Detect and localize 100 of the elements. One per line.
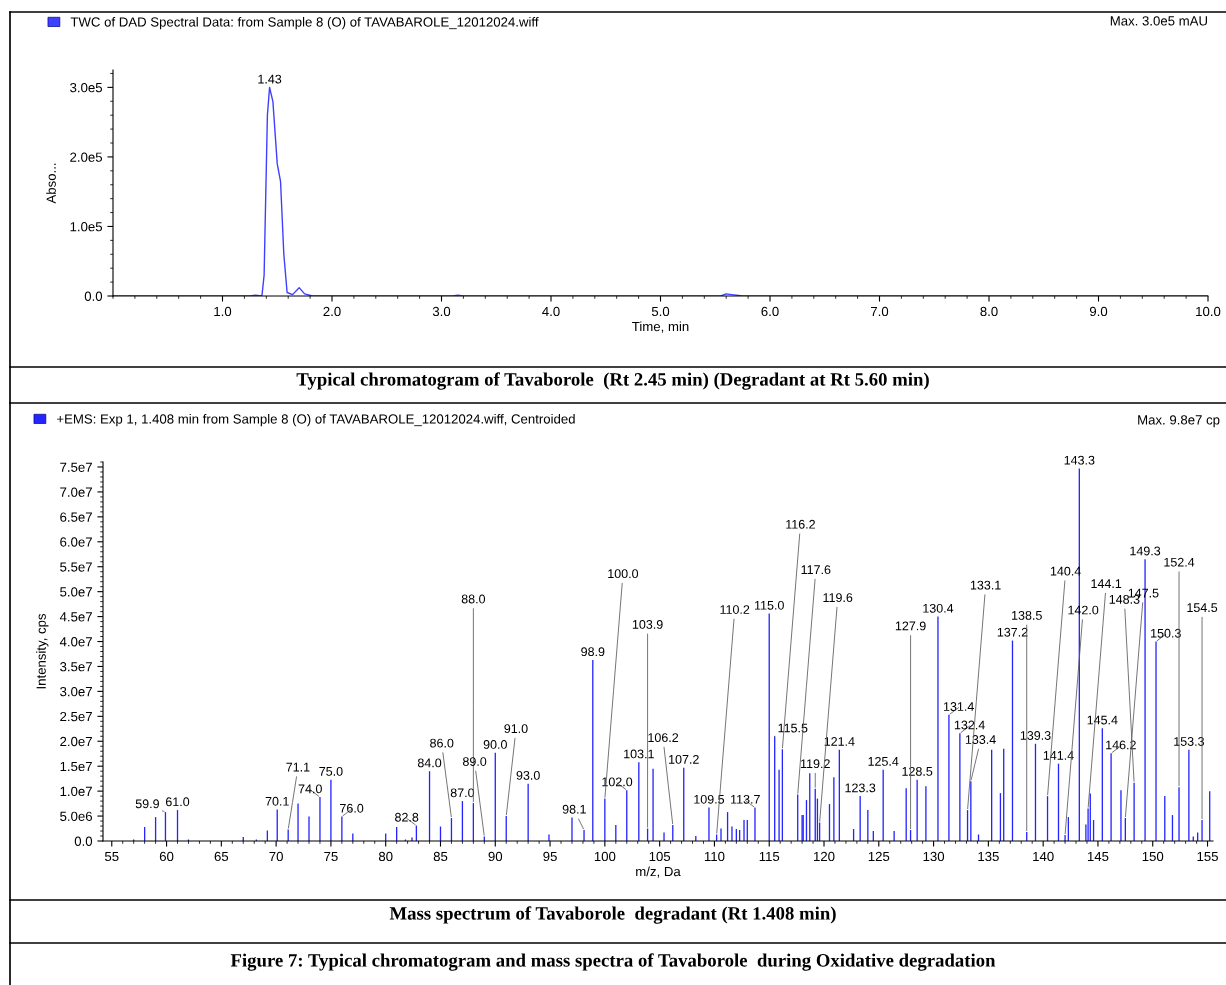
annotation: 145.4 (1087, 715, 1118, 725)
annotation: 76.0 (340, 803, 364, 813)
x-tick-label: 130 (923, 851, 945, 862)
annotation: 103.9 (632, 619, 663, 629)
x-tick-label: 135 (978, 851, 999, 862)
x-tick-label: 155 (1197, 851, 1218, 862)
annotation: 137.2 (997, 627, 1028, 637)
annotation: 128.5 (902, 766, 933, 776)
x-tick-label: 100 (594, 851, 616, 862)
annotation: 154.5 (1187, 603, 1218, 613)
annotation: 125.4 (868, 756, 899, 766)
annotation: 89.0 (462, 757, 487, 766)
y-tick-label: 4.0e7 (59, 637, 92, 647)
y-axis-title: Abso... (46, 163, 56, 204)
x-tick-label: 85 (433, 851, 448, 862)
x-tick-label: 95 (543, 851, 557, 862)
x-axis-title: Time, min (632, 321, 689, 333)
x-tick-label: 150 (1142, 851, 1164, 862)
annotation: 149.3 (1130, 546, 1161, 556)
annotation: 146.2 (1106, 740, 1136, 750)
text: Mass spectrum of Tavaborole degradant (Rt 1.408 min) (389, 906, 836, 924)
y-tick-label: 2.0e7 (60, 736, 92, 747)
x-tick-label: 90 (488, 851, 503, 862)
x-tick-label: 75 (324, 851, 338, 862)
x-axis-title: m/z, Da (636, 866, 681, 878)
annotation: 70.1 (265, 796, 289, 806)
annotation: 130.4 (923, 603, 954, 613)
x-tick-label: 6.0 (761, 306, 779, 317)
annotation: 71.1 (286, 762, 310, 772)
annotation: 152.4 (1164, 557, 1195, 567)
annotation: 103.1 (624, 749, 654, 759)
y-tick-label: 1.0e7 (60, 786, 92, 797)
x-tick-label: 4.0 (542, 306, 560, 317)
y-tick-label: 6.0e7 (60, 537, 92, 547)
annotation: 1.43 (258, 74, 282, 84)
y-tick-label: 0.0 (84, 291, 103, 301)
y-tick-label: 3.5e7 (60, 662, 92, 672)
y-tick-label: 2.0e5 (70, 152, 103, 162)
annotation: 150.3 (1151, 628, 1181, 638)
annotation: 138.5 (1012, 610, 1042, 620)
annotation: 131.4 (943, 702, 974, 711)
x-tick-label: 145 (1087, 851, 1109, 862)
annotation: 127.9 (895, 621, 926, 631)
annotation: 93.0 (516, 770, 540, 780)
y-tick-label: 4.5e7 (59, 612, 92, 622)
x-tick-label: 2.0 (323, 306, 341, 317)
x-tick-label: 105 (649, 851, 671, 862)
annotation: 106.2 (648, 733, 679, 743)
annotation: 115.5 (778, 723, 808, 733)
x-tick-label: 60 (159, 851, 174, 862)
x-tick-label: 65 (214, 851, 229, 862)
x-tick-label: 115 (759, 851, 780, 862)
y-tick-label: 3.0e5 (70, 82, 103, 93)
x-tick-label: 9.0 (1089, 306, 1108, 317)
y-tick-label: 6.5e7 (60, 512, 92, 522)
annotation: 133.4 (965, 735, 996, 744)
annotation: 86.0 (430, 738, 454, 748)
x-tick-label: 8.0 (980, 306, 998, 317)
annotation: 121.4 (824, 737, 855, 746)
text: Max. 9.8e7 cp (1138, 415, 1220, 428)
annotation: 102.0 (602, 777, 633, 787)
x-tick-label: 125 (868, 851, 890, 862)
y-tick-label: 3.0e7 (60, 686, 92, 697)
x-tick-label: 140 (1033, 851, 1054, 862)
annotation: 87.0 (450, 788, 475, 798)
annotation: 143.3 (1064, 455, 1095, 465)
text: Typical chromatogram of Tavaborole (Rt 2.45 min) (Degradant at Rt 5.60 min) (296, 372, 929, 390)
legend-label: TWC of DAD Spectral Data: from Sample 8 (O) of TAVABAROLE_12012024.wiff (70, 16, 539, 30)
annotation: 141.4 (1043, 751, 1074, 760)
y-tick-label: 5.0e7 (60, 587, 92, 597)
annotation: 107.2 (669, 754, 699, 764)
caption: Figure 7: Typical chromatogram and mass spectra of Tavaborole during Oxidative degradation (230, 953, 996, 971)
y-axis-title: Intensity, cps (36, 613, 49, 689)
annotation: 100.0 (608, 569, 639, 579)
x-tick-label: 120 (814, 851, 835, 862)
annotation: 98.9 (581, 647, 605, 657)
y-tick-label: 5.0e6 (60, 811, 93, 821)
x-tick-label: 3.0 (432, 306, 451, 317)
annotation: 119.6 (823, 593, 853, 603)
y-tick-label: 7.5e7 (60, 462, 92, 472)
x-tick-label: 10.0 (1196, 306, 1221, 317)
annotation: 115.0 (754, 600, 784, 610)
x-tick-label: 55 (104, 851, 119, 862)
text: Max. 3.0e5 mAU (1110, 16, 1207, 26)
annotation: 88.0 (461, 594, 486, 604)
x-tick-label: 1.0 (214, 306, 232, 317)
y-tick-label: 1.5e7 (60, 761, 92, 772)
annotation: 91.0 (504, 724, 528, 734)
annotation: 84.0 (417, 758, 442, 768)
annotation: 133.1 (970, 580, 1001, 590)
annotation: 153.3 (1174, 737, 1204, 746)
annotation: 116.2 (786, 519, 815, 529)
annotation: 132.4 (954, 720, 985, 730)
x-tick-label: 7.0 (871, 306, 889, 317)
annotation: 144.1 (1091, 579, 1122, 588)
annotation: 75.0 (319, 766, 343, 776)
y-tick-label: 0.0 (74, 836, 93, 846)
y-tick-label: 2.5e7 (60, 711, 92, 722)
annotation: 113.7 (731, 794, 760, 804)
annotation: 59.9 (135, 799, 159, 809)
